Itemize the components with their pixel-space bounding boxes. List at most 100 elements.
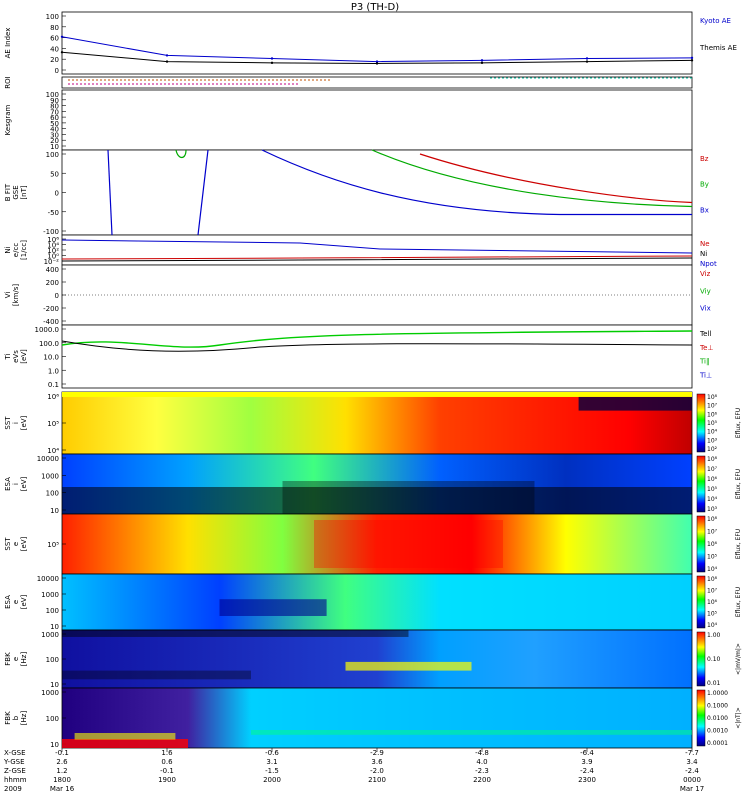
y-tick-label: -200 bbox=[43, 305, 59, 313]
npot-line bbox=[61, 239, 693, 254]
y-tick-label: 100 bbox=[46, 715, 59, 723]
y-tick-label: 100 bbox=[46, 656, 59, 664]
panel-ylabel: [km/s] bbox=[12, 284, 20, 307]
x-row-label: 2009 bbox=[4, 785, 22, 793]
colorbar-tick-label: 10⁸ bbox=[707, 456, 718, 463]
panel-ylabel: AE Index bbox=[4, 28, 12, 59]
series-point bbox=[165, 60, 169, 63]
colorbar-tick-label: 10⁴ bbox=[707, 566, 718, 573]
series-point bbox=[60, 51, 64, 54]
x-tick-label: -4.8 bbox=[475, 749, 489, 757]
y-tick-label: 100 bbox=[46, 490, 59, 498]
panel-ylabel: eVs bbox=[12, 350, 20, 363]
colorbar-title: Eflux, EFU bbox=[735, 529, 742, 559]
colorbar-tick-label: 0.0100 bbox=[707, 715, 728, 722]
spectrogram-region bbox=[282, 481, 535, 514]
series-point bbox=[690, 59, 694, 62]
panel-ylabel: i bbox=[12, 422, 20, 424]
y-tick-label: 100 bbox=[46, 607, 59, 615]
spectrogram-region bbox=[62, 630, 409, 637]
x-row-label: Y-GSE bbox=[3, 758, 25, 766]
panel-ylabel: Vi bbox=[4, 292, 12, 299]
y-tick-label: 1.0 bbox=[48, 367, 59, 375]
y-tick-label: 20 bbox=[50, 137, 59, 145]
panel-ylabel: b bbox=[12, 715, 20, 720]
y-tick-label: 200 bbox=[46, 279, 59, 287]
colorbar-tick-label: 10³ bbox=[707, 437, 718, 444]
spectrogram-region bbox=[74, 733, 176, 740]
x-tick-label: -0.1 bbox=[55, 749, 69, 757]
y-tick-label: 1000 bbox=[41, 472, 59, 480]
series-point bbox=[375, 62, 379, 65]
legend-entry: Themis AE bbox=[699, 44, 737, 52]
panel-ylabel: [eV] bbox=[20, 476, 28, 491]
x-tick-label: 2300 bbox=[578, 776, 596, 784]
x-tick-label: -0.1 bbox=[160, 767, 174, 775]
colorbar-tick-label: 10³ bbox=[707, 506, 718, 513]
panel-ylabel: Ti bbox=[4, 353, 12, 360]
legend-entry: Tell bbox=[699, 330, 711, 338]
legend-entry: Bx bbox=[700, 206, 709, 214]
colorbar-tick-label: 10² bbox=[707, 446, 718, 453]
panel-ylabel: B FIT bbox=[4, 183, 12, 201]
y-tick-label: 10⁻² bbox=[44, 258, 60, 266]
colorbar-title: Eflux, EFU bbox=[735, 408, 742, 438]
x-tick-label: 2.6 bbox=[56, 758, 68, 766]
panel-ylabel: [eV] bbox=[20, 594, 28, 609]
y-tick-label: 60 bbox=[50, 35, 59, 43]
panel-ylabel: [eV] bbox=[20, 349, 28, 364]
legend-entry: Vix bbox=[700, 305, 711, 313]
spectrogram-region bbox=[314, 520, 503, 568]
x-tick-label: 2100 bbox=[368, 776, 386, 784]
y-tick-label: 0 bbox=[55, 190, 59, 198]
colorbar-tick-label: 0.1000 bbox=[707, 703, 728, 710]
colorbar bbox=[696, 631, 706, 687]
panel-ae: AE Index 100 80 60 40 20 0 Kyoto AE Themis AE bbox=[4, 11, 737, 75]
x-tick-label: -2.0 bbox=[370, 767, 384, 775]
y-tick-label: -400 bbox=[43, 318, 59, 326]
colorbar-tick-label: 1.00 bbox=[707, 632, 721, 639]
x-tick-label: -6.4 bbox=[580, 749, 594, 757]
x-tick-label: 1900 bbox=[158, 776, 176, 784]
legend-entry: Ni bbox=[700, 250, 707, 258]
colorbar-tick-label: 10⁸ bbox=[707, 576, 718, 583]
legend-entry: By bbox=[700, 181, 709, 189]
y-tick-label: 70 bbox=[50, 108, 59, 116]
panel-fbk_e: FBK e [Hz] 1000 100 10 1.00 0.10 0.01 <|mV/m|> bbox=[4, 629, 742, 689]
bz-line bbox=[419, 153, 693, 204]
series-point bbox=[480, 59, 484, 62]
colorbar-tick-label: 10⁵ bbox=[707, 486, 718, 493]
panel-ylabel: Ni bbox=[4, 246, 12, 253]
x-tick-label: -0.6 bbox=[265, 749, 279, 757]
colorbar-tick-label: 10⁸ bbox=[707, 394, 718, 401]
panel-roi: ROI bbox=[4, 76, 693, 89]
panel-ylabel: i bbox=[12, 483, 20, 485]
y-tick-label: 90 bbox=[50, 97, 59, 105]
bx-line bbox=[197, 149, 209, 236]
colorbar-tick-label: 10⁴ bbox=[707, 496, 718, 503]
panel-ylabel: [nT] bbox=[20, 185, 28, 199]
x-tick-label: -7.7 bbox=[685, 749, 699, 757]
panel-ylabel: [eV] bbox=[20, 415, 28, 430]
x-tick-label: 3.6 bbox=[371, 758, 383, 766]
x-tick-label: -2.4 bbox=[685, 767, 699, 775]
colorbar-tick-label: 10⁴ bbox=[707, 429, 718, 436]
y-tick-label: 80 bbox=[50, 103, 59, 111]
x-tick-label: -2.9 bbox=[370, 749, 384, 757]
colorbar bbox=[696, 393, 706, 453]
x-tick-label: 1.2 bbox=[56, 767, 67, 775]
by-line bbox=[175, 149, 187, 159]
legend-entry: Viz bbox=[700, 270, 711, 278]
y-tick-label: 400 bbox=[46, 266, 59, 274]
panel-frame bbox=[61, 89, 693, 151]
colorbar bbox=[696, 575, 706, 629]
y-tick-label: 30 bbox=[50, 131, 59, 139]
spectrogram-region bbox=[219, 599, 327, 616]
panel-frame bbox=[61, 76, 693, 89]
y-tick-label: 1000 bbox=[41, 689, 59, 697]
spectrogram-region bbox=[62, 670, 251, 680]
ti-par-line bbox=[61, 330, 693, 348]
y-tick-label: 20 bbox=[50, 56, 59, 64]
x-tick-label: 4.0 bbox=[476, 758, 487, 766]
panel-ylabel: e bbox=[12, 657, 20, 661]
